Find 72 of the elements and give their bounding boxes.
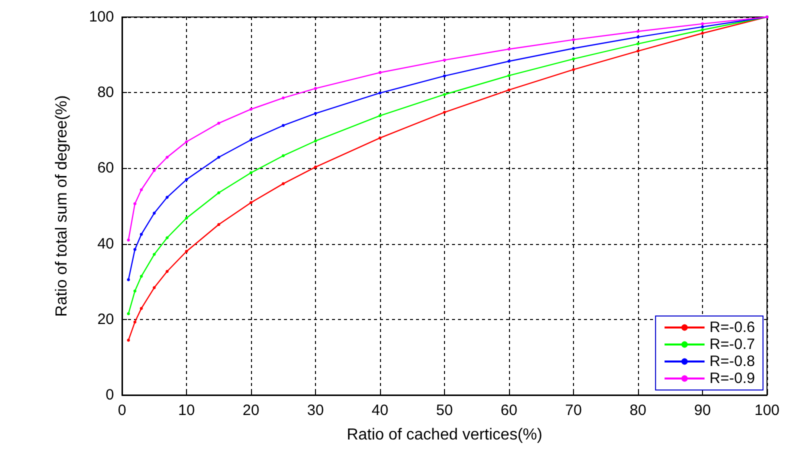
- point: [185, 216, 188, 220]
- y-axis-title: Ratio of total sum of degree(%): [54, 95, 70, 317]
- point: [378, 114, 382, 118]
- legend-label: R=-0.7: [710, 336, 756, 353]
- point: [314, 166, 317, 169]
- point: [314, 86, 317, 90]
- point: [166, 270, 169, 273]
- point: [185, 250, 188, 253]
- point: [508, 60, 510, 63]
- point: [166, 236, 169, 240]
- y-tick-label: 40: [97, 235, 114, 252]
- point: [140, 306, 143, 310]
- y-tick-label: 60: [97, 160, 114, 177]
- point: [126, 278, 130, 282]
- x-tick-label: 10: [178, 402, 195, 419]
- x-tick-label: 60: [500, 402, 518, 419]
- point: [133, 202, 136, 206]
- point: [282, 124, 285, 127]
- point: [140, 232, 143, 236]
- point: [250, 201, 252, 204]
- x-tick-label: 0: [118, 402, 126, 419]
- point: [572, 46, 575, 50]
- x-tick-label: 50: [436, 402, 453, 419]
- y-tick-label: 0: [106, 386, 114, 404]
- y-tick-label: 100: [88, 8, 114, 26]
- point: [133, 290, 136, 293]
- point: [152, 252, 156, 256]
- x-axis-title: Ratio of cached vertices(%): [346, 426, 542, 444]
- point: [217, 122, 220, 125]
- point: [701, 32, 704, 35]
- x-tick-label: 90: [694, 402, 711, 419]
- point: [508, 48, 510, 51]
- point: [314, 112, 317, 115]
- point: [282, 154, 285, 158]
- point: [126, 338, 130, 342]
- point: [378, 71, 382, 74]
- legend-label: R=-0.9: [710, 370, 756, 387]
- point: [701, 28, 704, 32]
- point: [126, 238, 130, 242]
- point: [250, 171, 252, 174]
- point: [133, 248, 136, 251]
- point: [166, 196, 169, 199]
- point: [217, 223, 220, 226]
- point: [508, 74, 510, 78]
- point: [701, 22, 704, 26]
- legend-label: R=-0.6: [710, 319, 756, 336]
- point: [250, 108, 252, 111]
- point: [152, 168, 156, 172]
- point: [443, 110, 446, 114]
- y-tick-label: 20: [97, 310, 114, 328]
- point: [185, 140, 188, 144]
- point: [152, 286, 156, 290]
- point: [572, 38, 575, 42]
- point: [282, 96, 285, 100]
- point: [217, 156, 220, 159]
- legend-label: R=-0.8: [710, 353, 756, 370]
- x-tick-label: 30: [307, 402, 324, 419]
- point: [701, 25, 704, 28]
- point: [133, 320, 136, 324]
- x-tick-label: 80: [630, 402, 646, 419]
- point: [140, 274, 143, 278]
- x-tick-label: 20: [242, 402, 260, 419]
- point: [443, 58, 446, 62]
- x-tick-label: 40: [372, 402, 388, 419]
- point: [250, 138, 252, 142]
- point: [636, 42, 640, 46]
- point: [126, 312, 130, 316]
- point: [217, 191, 220, 194]
- y-tick-label: 80: [97, 84, 114, 102]
- x-tick-label: 70: [565, 402, 582, 419]
- x-tick-label: 100: [754, 402, 780, 419]
- point: [636, 30, 640, 33]
